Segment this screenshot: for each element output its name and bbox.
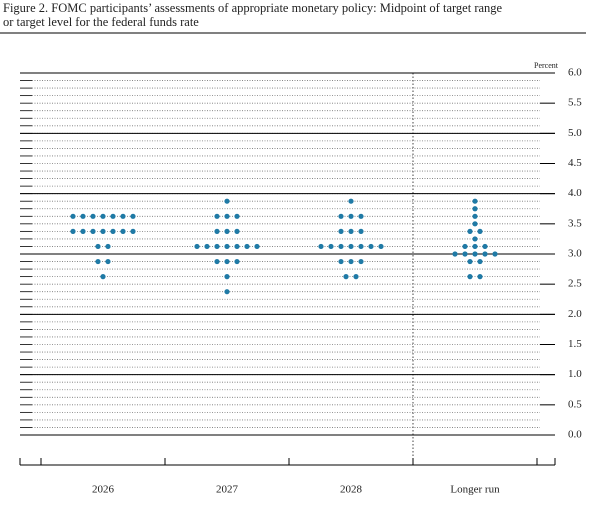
dot xyxy=(477,228,483,234)
dot xyxy=(234,243,240,250)
dot xyxy=(130,228,136,234)
dot xyxy=(348,228,354,234)
dot xyxy=(90,228,96,234)
dot xyxy=(194,243,200,250)
dot xyxy=(452,251,458,257)
unit-label: Percent xyxy=(534,61,559,70)
y-tick-label: 5.5 xyxy=(568,97,582,109)
dot xyxy=(358,228,364,234)
dot xyxy=(214,213,220,219)
dot xyxy=(338,243,344,250)
y-tick-label: 2.0 xyxy=(568,308,582,320)
dot xyxy=(224,213,230,219)
dot xyxy=(110,213,116,219)
dot xyxy=(358,243,364,250)
dot xyxy=(254,243,260,250)
dot xyxy=(358,258,364,265)
dot xyxy=(462,243,468,250)
dot xyxy=(338,213,344,219)
dot xyxy=(472,236,478,242)
dot xyxy=(105,258,111,265)
x-tick-label: 2028 xyxy=(340,484,363,496)
dot xyxy=(214,228,220,234)
y-tick-label: 5.0 xyxy=(568,127,582,139)
dot xyxy=(472,198,478,204)
dot xyxy=(224,198,230,204)
chart-title: or target level for the federal funds ra… xyxy=(3,15,199,29)
dot xyxy=(472,243,478,250)
dot xyxy=(328,243,334,250)
dot xyxy=(472,213,478,219)
y-tick-label: 0.0 xyxy=(568,429,582,441)
dot xyxy=(130,213,136,219)
dot xyxy=(492,251,498,257)
dot xyxy=(472,221,478,227)
dot xyxy=(318,243,324,250)
dot xyxy=(348,243,354,250)
dot xyxy=(244,243,250,250)
dot xyxy=(378,243,384,250)
dot xyxy=(348,198,354,204)
dot xyxy=(70,228,76,234)
chart-title: Figure 2. FOMC participants’ assessments… xyxy=(3,1,503,15)
dot xyxy=(467,258,473,265)
y-tick-label: 1.5 xyxy=(568,338,582,350)
dot xyxy=(224,228,230,234)
dot xyxy=(70,213,76,219)
dot xyxy=(234,213,240,219)
y-tick-label: 3.5 xyxy=(568,217,582,229)
dot xyxy=(462,251,468,257)
dot xyxy=(472,251,478,257)
y-tick-label: 6.0 xyxy=(568,67,582,79)
dot xyxy=(234,228,240,234)
dot xyxy=(348,213,354,219)
x-tick-label: 2026 xyxy=(92,484,115,496)
dot xyxy=(224,243,230,250)
x-tick-label: Longer run xyxy=(450,484,500,496)
dot xyxy=(477,274,483,280)
y-tick-label: 3.0 xyxy=(568,248,582,260)
dot xyxy=(482,243,488,250)
dot xyxy=(80,228,86,234)
dot xyxy=(467,228,473,234)
dot xyxy=(100,213,106,219)
y-tick-label: 4.0 xyxy=(568,187,582,199)
dot xyxy=(90,213,96,219)
dot xyxy=(214,258,220,265)
dot xyxy=(343,274,349,280)
dot xyxy=(224,258,230,265)
dot xyxy=(100,274,106,280)
dot xyxy=(467,274,473,280)
dot xyxy=(204,243,210,250)
dot xyxy=(105,243,111,250)
dot xyxy=(100,228,106,234)
dot xyxy=(224,274,230,280)
y-tick-label: 1.0 xyxy=(568,368,582,380)
y-tick-label: 0.5 xyxy=(568,398,582,410)
dot xyxy=(120,213,126,219)
y-tick-label: 4.5 xyxy=(568,157,582,169)
dot xyxy=(358,213,364,219)
dot xyxy=(95,243,101,250)
y-tick-label: 2.5 xyxy=(568,278,582,290)
x-tick-label: 2027 xyxy=(216,484,239,496)
dot xyxy=(214,243,220,250)
dot xyxy=(482,251,488,257)
dot xyxy=(338,258,344,265)
dot xyxy=(110,228,116,234)
dot xyxy=(120,228,126,234)
dot xyxy=(95,258,101,265)
dot xyxy=(477,258,483,265)
dot xyxy=(472,206,478,212)
dot xyxy=(338,228,344,234)
dot xyxy=(234,258,240,265)
dot xyxy=(224,289,230,295)
dot xyxy=(80,213,86,219)
dot xyxy=(353,274,359,280)
dot xyxy=(368,243,374,250)
dot xyxy=(348,258,354,265)
